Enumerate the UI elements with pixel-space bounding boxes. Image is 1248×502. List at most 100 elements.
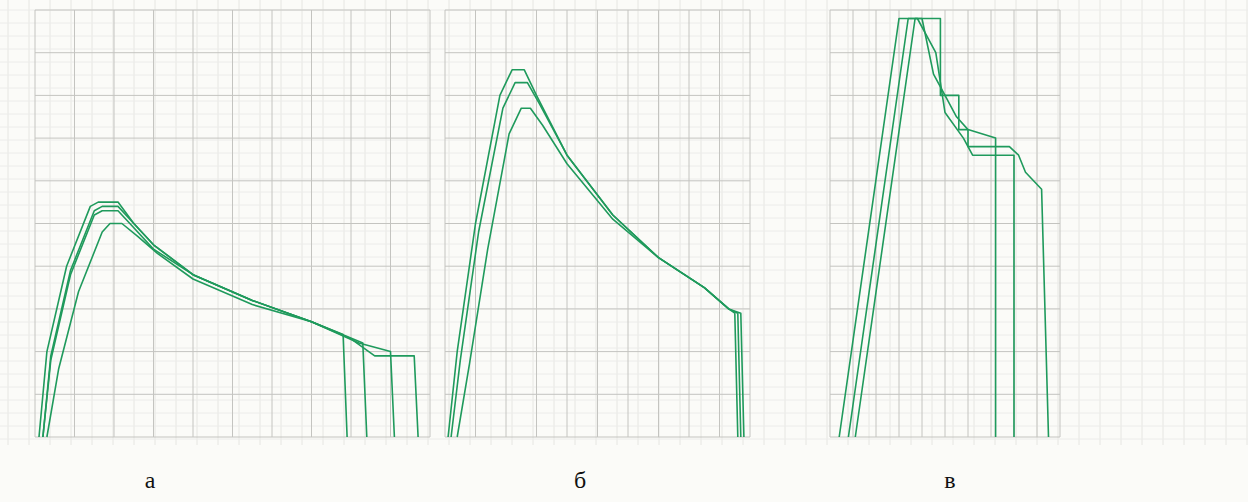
panel-label: в [944,467,955,493]
grid-line [74,10,75,437]
panel [445,10,750,437]
grid-line [945,10,946,437]
paper-line [407,0,408,445]
grid-line [853,10,854,437]
paper-line [638,0,639,445]
grid-line [232,10,233,437]
paper-line [1121,0,1122,445]
paper-line [113,0,114,445]
paper-line [8,0,9,445]
paper-line [155,0,156,445]
paper-line [29,0,30,445]
paper-line [0,387,1248,388]
grid [830,10,1060,437]
paper-line [0,192,1248,193]
paper-line [1184,0,1185,445]
paper-line [239,0,240,445]
grid-line [351,10,352,437]
grid-line [750,10,751,437]
grid [445,10,750,437]
paper-line [0,205,1248,206]
paper-line [0,23,1248,24]
paper-line [1037,0,1038,445]
paper-line [0,231,1248,232]
curve [848,19,1014,438]
paper-line [659,0,660,445]
paper-line [323,0,324,445]
paper-line [0,309,1248,310]
paper-line [0,36,1248,37]
curve [43,206,418,437]
paper-line [1226,0,1227,445]
paper-line [680,0,681,445]
grid-line [536,10,537,437]
paper-line [0,283,1248,284]
paper-line [953,0,954,445]
paper-line [827,0,828,445]
paper-line [1016,0,1017,445]
paper-line [386,0,387,445]
paper-line [911,0,912,445]
grid-line [922,10,923,437]
paper-line [0,348,1248,349]
paper-line [764,0,765,445]
paper-line [218,0,219,445]
grid-line [628,10,629,437]
plot-area [39,202,418,437]
grid-line [445,10,446,437]
paper-line [0,335,1248,336]
curve [47,224,395,438]
paper-line [0,244,1248,245]
figure: абв [0,0,1248,502]
paper-line [260,0,261,445]
grid-line [311,10,312,437]
paper-grid [0,0,1248,445]
paper-line [0,140,1248,141]
curve [855,19,995,438]
paper-line [281,0,282,445]
plot-area [839,19,1048,438]
paper-line [785,0,786,445]
paper-line [0,75,1248,76]
grid-line [193,10,194,437]
curve [839,19,1048,438]
grid-line [597,10,598,437]
paper-line [428,0,429,445]
paper-line [71,0,72,445]
paper-line [449,0,450,445]
plot-area [448,70,744,437]
paper-line [0,400,1248,401]
paper-line [1100,0,1101,445]
paper-line [0,413,1248,414]
paper-line [722,0,723,445]
grid-line [719,10,720,437]
paper-line [890,0,891,445]
paper-line [0,166,1248,167]
paper-line [1205,0,1206,445]
paper-line [701,0,702,445]
paper-line [470,0,471,445]
grid-line [876,10,877,437]
grid-line [153,10,154,437]
paper-line [0,114,1248,115]
paper-line [0,101,1248,102]
grid-line [658,10,659,437]
paper-line [0,218,1248,219]
curve [451,83,741,437]
grid-line [272,10,273,437]
paper-line [0,62,1248,63]
paper-line [1247,0,1248,445]
paper-line [176,0,177,445]
panel-label: а [145,467,156,493]
curve [457,108,744,437]
grid-line [430,10,431,437]
paper-line [806,0,807,445]
panel [830,10,1060,437]
paper [0,0,1248,502]
grid-line [567,10,568,437]
grid-line [689,10,690,437]
grid-line [1060,10,1061,437]
grid-line [968,10,969,437]
paper-line [1058,0,1059,445]
paper-line [533,0,534,445]
